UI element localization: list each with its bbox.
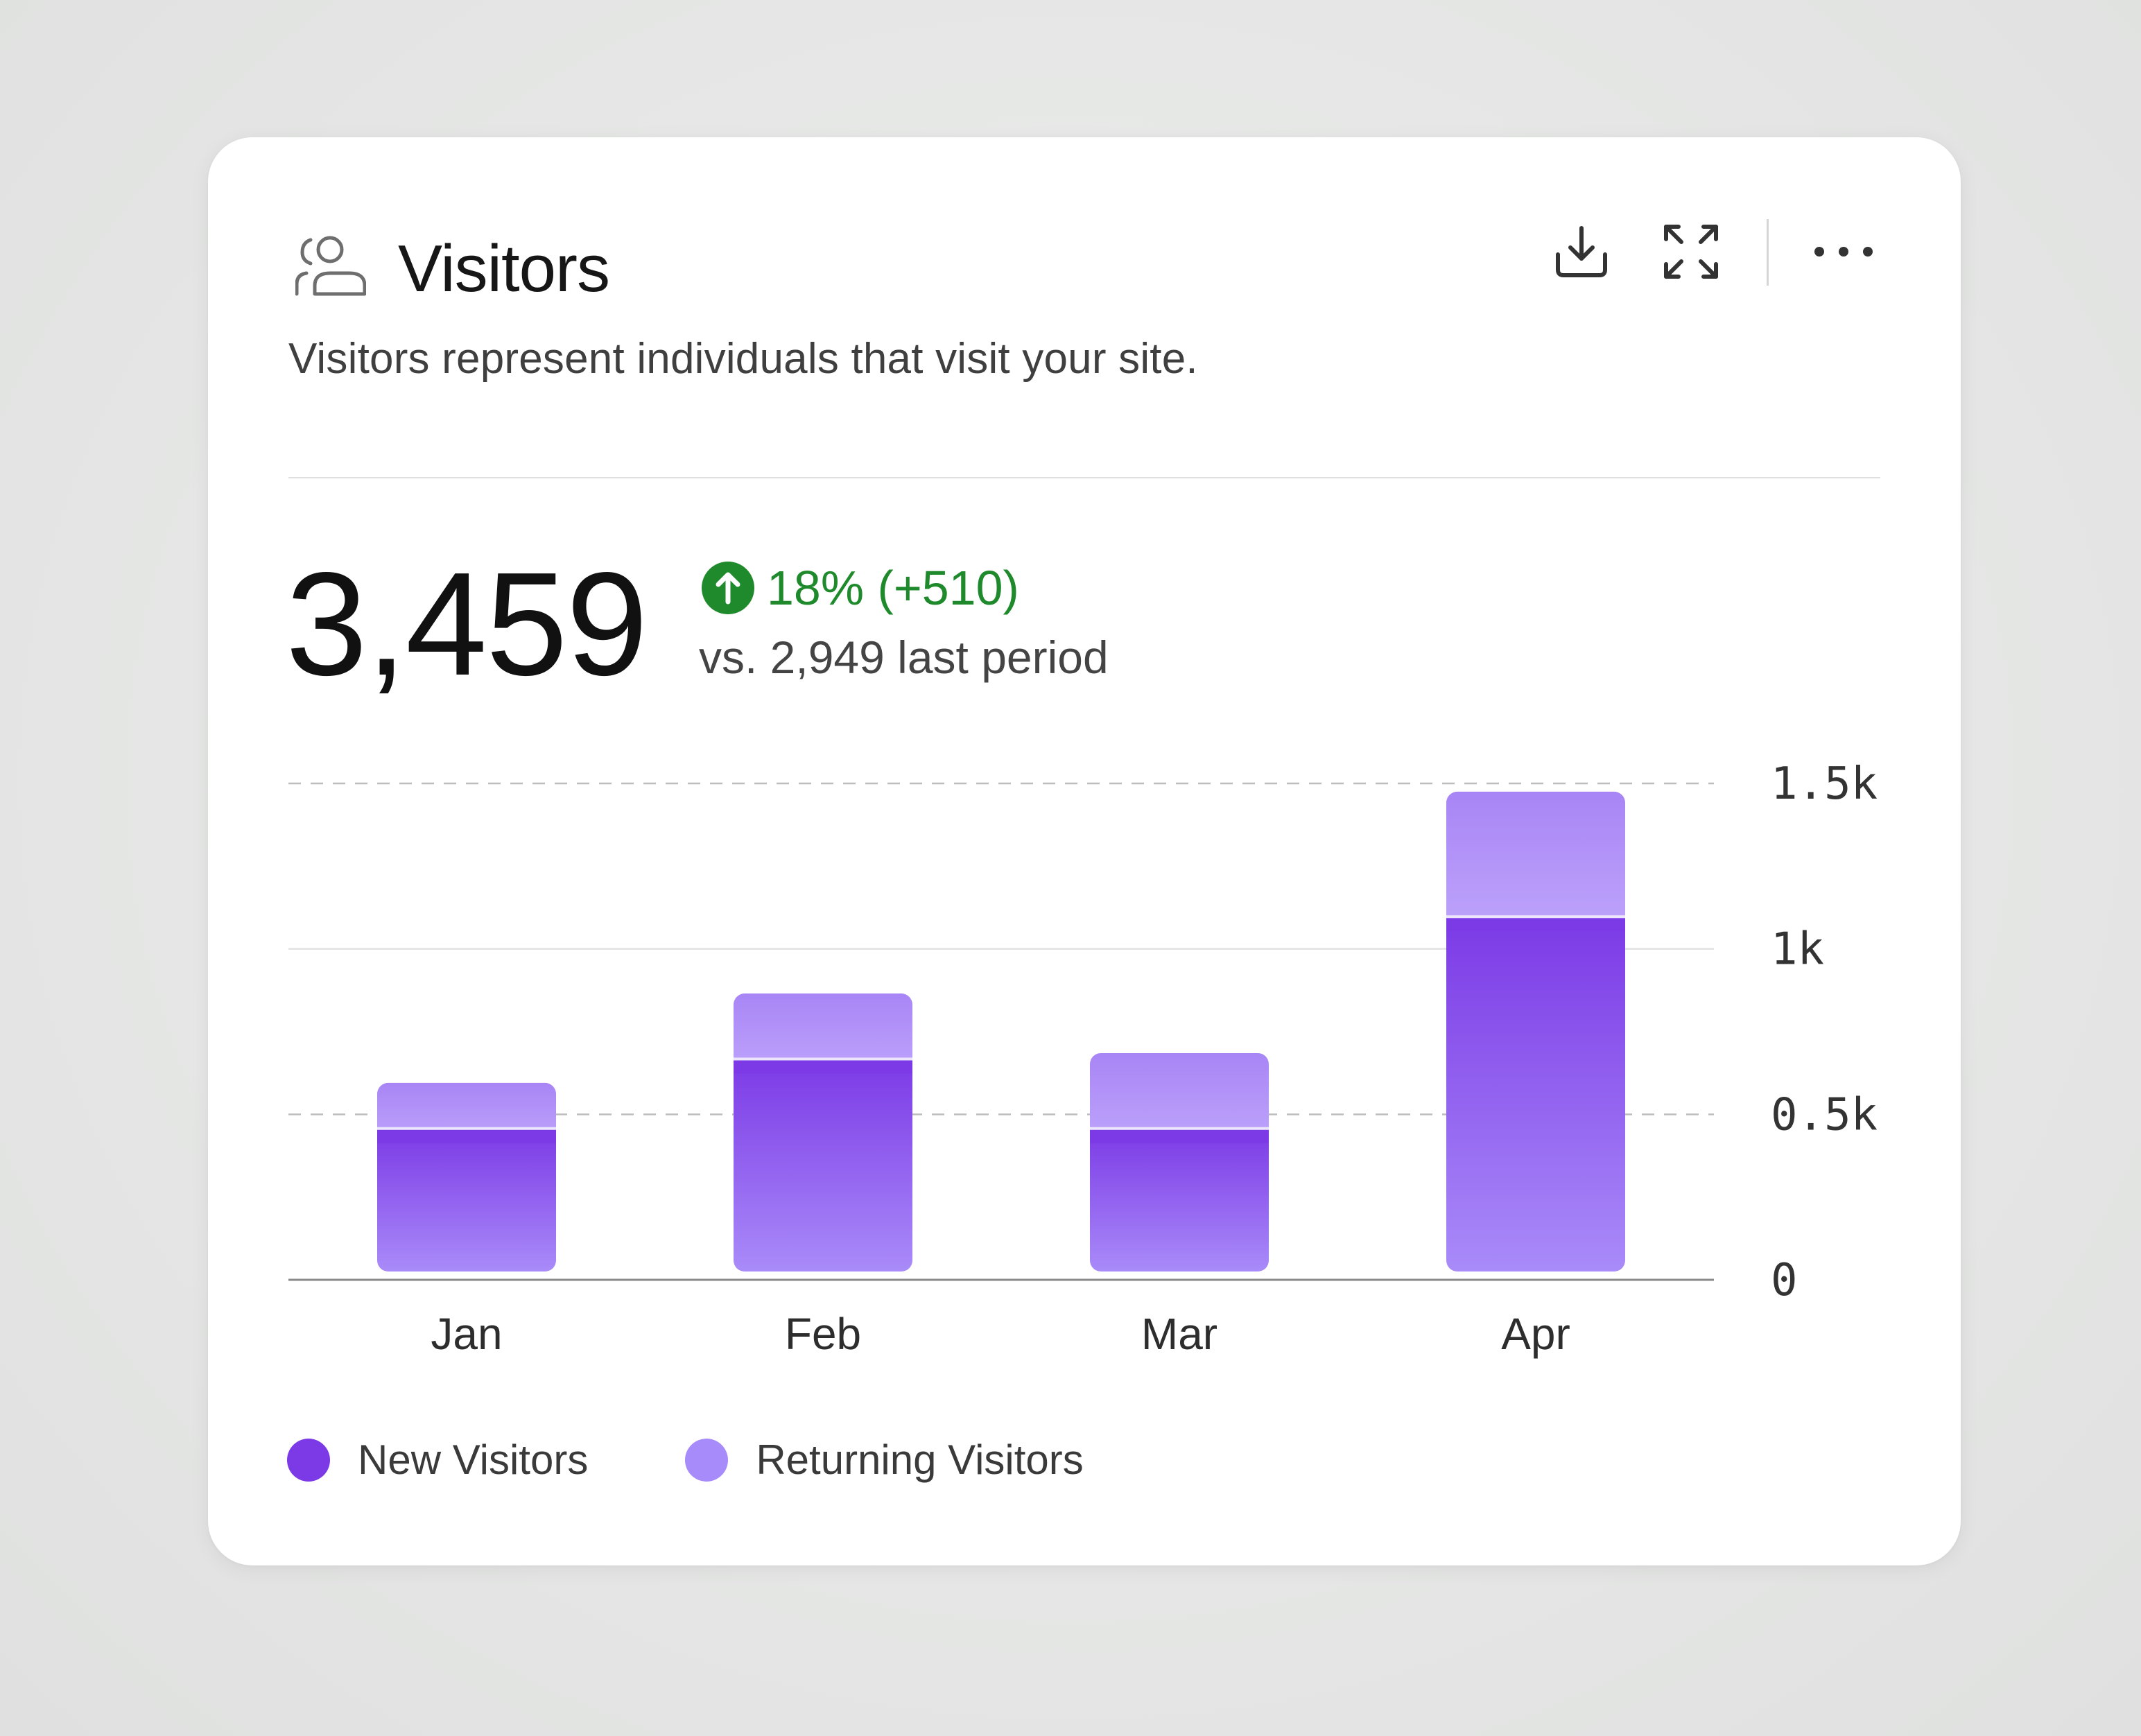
toolbar-divider xyxy=(1767,219,1769,286)
download-button[interactable] xyxy=(1550,220,1613,283)
arrow-up-circle-icon xyxy=(702,562,754,614)
users-icon xyxy=(295,236,366,296)
card-subtitle: Visitors represent individuals that visi… xyxy=(288,335,1198,383)
legend-item-returning-visitors[interactable]: Returning Visitors xyxy=(685,1432,1084,1488)
expand-icon xyxy=(1664,225,1718,279)
chart-legend: New Visitors Returning Visitors xyxy=(287,1432,1181,1488)
download-icon xyxy=(1556,226,1607,277)
more-options-button[interactable] xyxy=(1812,220,1875,283)
legend-swatch-returning-visitors xyxy=(685,1439,729,1482)
more-horizontal-icon xyxy=(1814,247,1873,257)
delta-value: 18% (+510) xyxy=(767,561,1019,615)
legend-label-returning-visitors: Returning Visitors xyxy=(756,1436,1084,1483)
legend-swatch-new-visitors xyxy=(287,1439,330,1482)
delta-badge: 18% (+510) xyxy=(702,560,1019,616)
card-title: Visitors xyxy=(398,232,610,306)
header-divider xyxy=(288,477,1880,478)
legend-label-new-visitors: New Visitors xyxy=(358,1436,589,1483)
visitors-card xyxy=(208,137,1961,1565)
total-visitors-value: 3,459 xyxy=(286,541,648,706)
legend-item-new-visitors[interactable]: New Visitors xyxy=(287,1432,588,1488)
expand-button[interactable] xyxy=(1660,220,1722,283)
comparison-text: vs. 2,949 last period xyxy=(699,632,1109,683)
